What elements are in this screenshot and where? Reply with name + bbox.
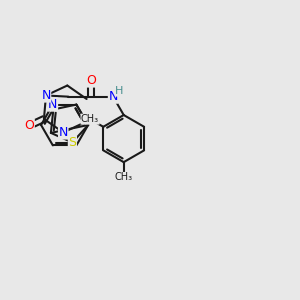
Text: N: N bbox=[41, 89, 51, 102]
Text: N: N bbox=[108, 90, 118, 103]
Text: O: O bbox=[24, 119, 34, 132]
Text: O: O bbox=[86, 74, 96, 87]
Text: S: S bbox=[68, 136, 76, 149]
Text: N: N bbox=[58, 126, 68, 139]
Text: CH₃: CH₃ bbox=[115, 172, 133, 182]
Text: H: H bbox=[115, 86, 124, 96]
Text: CH₃: CH₃ bbox=[81, 114, 99, 124]
Text: N: N bbox=[48, 98, 58, 111]
